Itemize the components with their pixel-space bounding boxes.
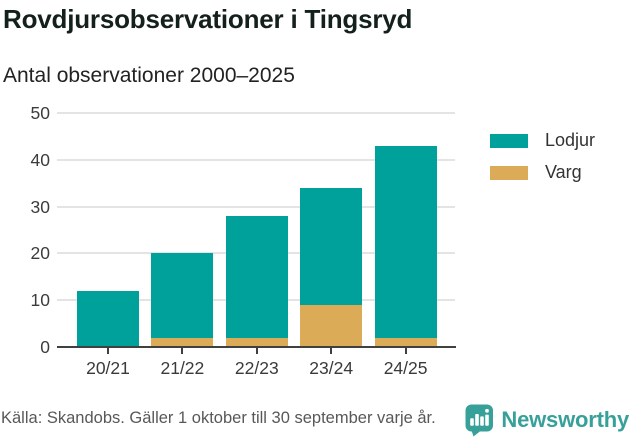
x-axis-label: 21/22 (160, 358, 205, 378)
bar-segment-varg (151, 337, 214, 347)
bar-segment-varg (300, 304, 363, 347)
y-axis-label: 30 (30, 196, 50, 217)
y-axis-label: 0 (40, 337, 50, 357)
bar-segment-lodjur (225, 215, 288, 338)
y-axis-label: 50 (30, 103, 50, 123)
x-axis-tick (404, 348, 407, 354)
legend-item-lodjur: Lodjur (490, 130, 595, 151)
x-axis-label: 24/25 (383, 358, 428, 378)
x-axis-tick (181, 348, 184, 354)
newsworthy-icon (465, 404, 494, 437)
gridline-y50 (57, 112, 455, 114)
legend-label-varg: Varg (545, 162, 582, 182)
bar-segment-varg (374, 337, 437, 347)
gridline-y30 (57, 205, 455, 208)
legend-swatch-varg (490, 165, 528, 180)
x-axis-tick (107, 348, 109, 354)
x-axis-label: 20/21 (86, 358, 130, 378)
bar-segment-varg (225, 337, 288, 347)
y-axis-label: 10 (30, 290, 50, 311)
brand-name: Newsworthy (501, 407, 629, 432)
x-axis-line (57, 345, 456, 348)
y-axis-label: 40 (30, 149, 50, 170)
chart-legend: Lodjur Varg (490, 130, 595, 194)
brand-logo: Newsworthy (464, 403, 629, 437)
bar-segment-lodjur (374, 145, 437, 338)
bar-segment-lodjur (77, 290, 139, 347)
source-note: Källa: Skandobs. Gäller 1 oktober till 3… (1, 409, 436, 427)
x-axis-label: 23/24 (309, 358, 354, 378)
y-axis-label: 20 (30, 243, 50, 264)
x-axis-label: 22/23 (234, 358, 279, 378)
bar-segment-lodjur (300, 187, 363, 305)
legend-swatch-lodjur (490, 133, 528, 148)
x-axis-tick (330, 348, 333, 354)
gridline-y40 (57, 158, 455, 161)
x-axis-tick (255, 348, 258, 354)
bar-segment-lodjur (151, 253, 214, 338)
chart-subtitle: Antal observationer 2000–2025 (3, 64, 295, 87)
legend-label-lodjur: Lodjur (545, 130, 596, 150)
legend-item-varg: Varg (490, 162, 595, 183)
page-title: Rovdjursobservationer i Tingsryd (3, 4, 413, 34)
